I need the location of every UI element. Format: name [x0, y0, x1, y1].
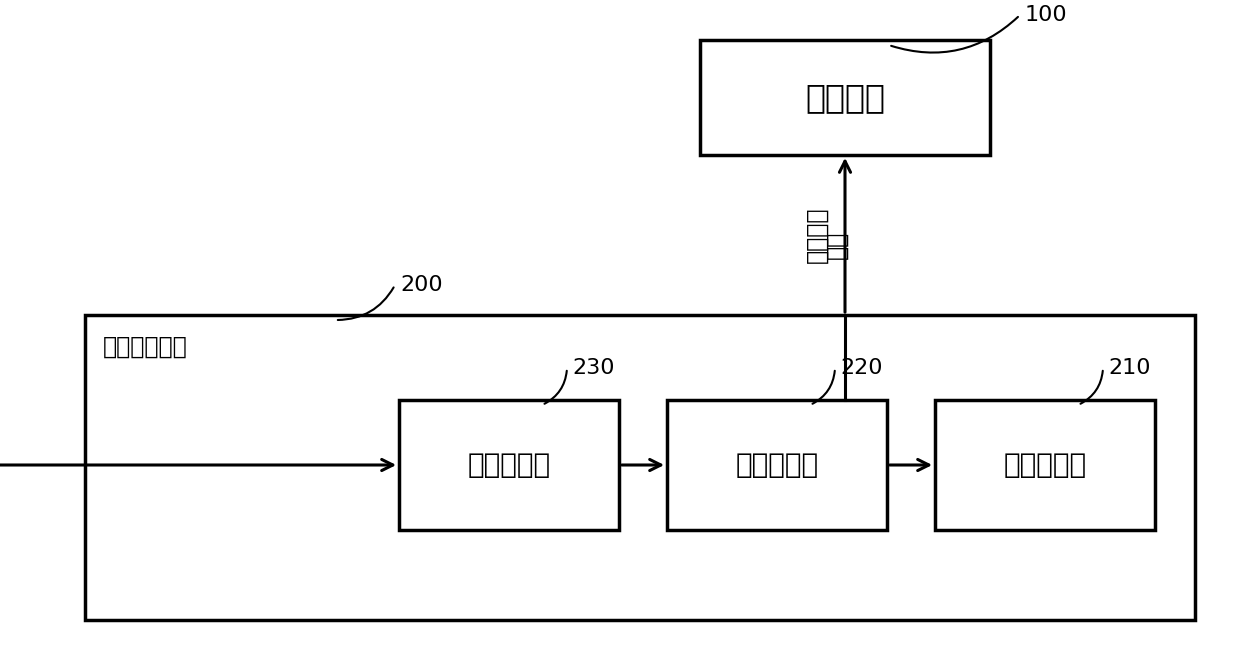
- Text: 数据驱动电路: 数据驱动电路: [103, 335, 187, 359]
- Polygon shape: [667, 400, 887, 530]
- Text: 200: 200: [401, 275, 443, 295]
- Polygon shape: [935, 400, 1154, 530]
- Text: 210: 210: [1109, 358, 1151, 378]
- Text: 第一存储器: 第一存储器: [1003, 451, 1086, 479]
- Text: 屏体模组: 屏体模组: [805, 81, 885, 114]
- Text: 230: 230: [572, 358, 615, 378]
- Polygon shape: [86, 315, 1195, 620]
- Text: 220: 220: [839, 358, 883, 378]
- Text: 第二存储器: 第二存储器: [735, 451, 818, 479]
- Text: 100: 100: [1025, 5, 1068, 25]
- Text: 特征补偿: 特征补偿: [805, 207, 830, 263]
- Text: 数据: 数据: [825, 231, 849, 259]
- Polygon shape: [701, 40, 990, 155]
- Polygon shape: [399, 400, 619, 530]
- Text: 第三存储器: 第三存储器: [467, 451, 551, 479]
